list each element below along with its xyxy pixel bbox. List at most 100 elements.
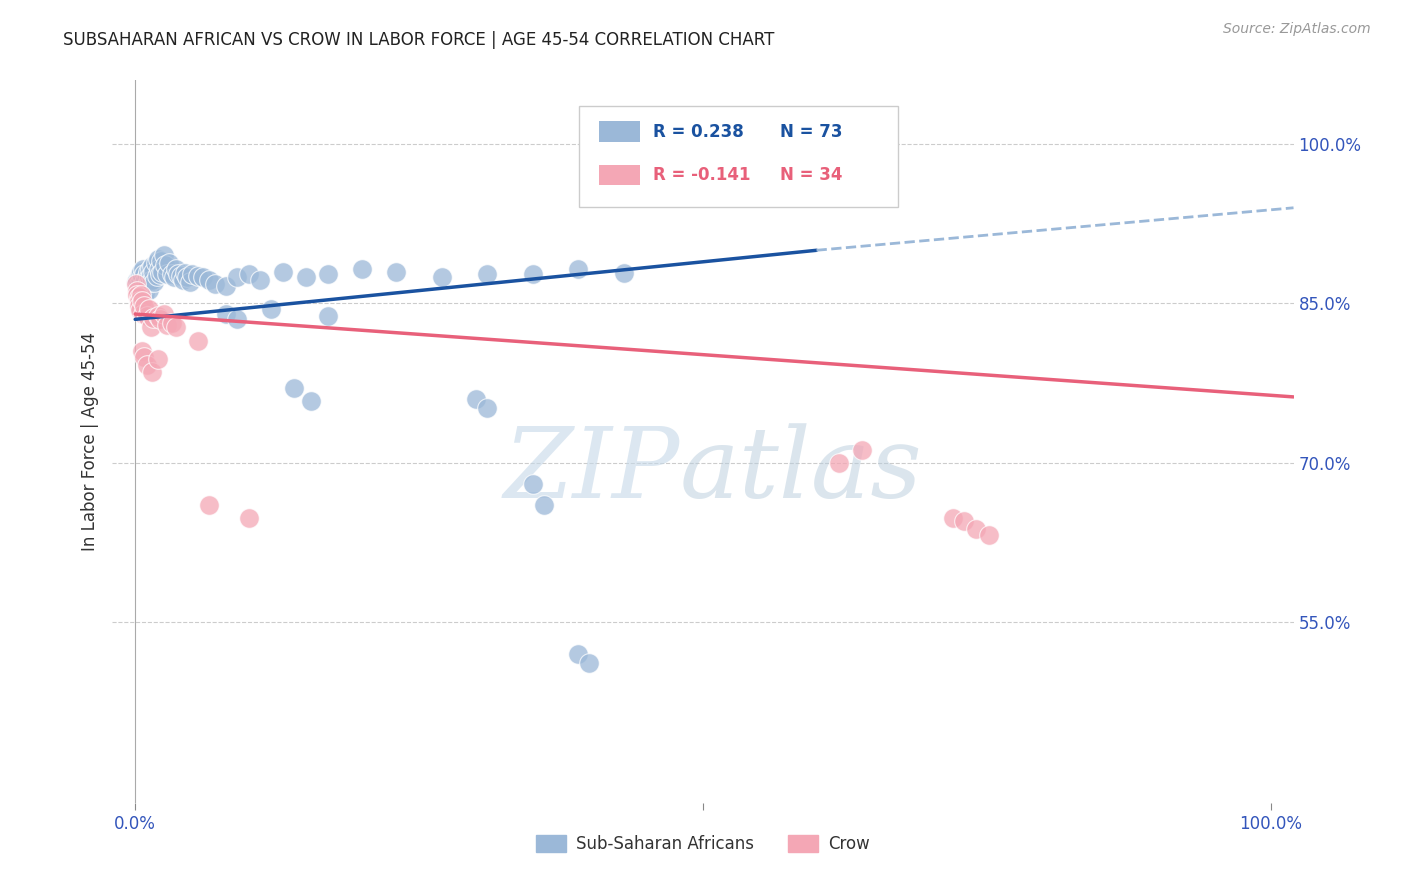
Point (430, 269, 453, 284)
Point (238, 267, 260, 281)
Point (152, 247, 174, 261)
Point (352, 262, 374, 277)
Point (157, 256, 180, 270)
Point (128, 267, 150, 281)
Point (139, 262, 162, 277)
Point (238, 511, 260, 525)
Point (148, 262, 170, 277)
Point (249, 273, 271, 287)
Point (156, 318, 179, 332)
Text: N = 73: N = 73 (780, 122, 842, 141)
Point (125, 275, 148, 289)
Point (135, 358, 157, 372)
Point (165, 319, 187, 334)
Point (181, 267, 204, 281)
Point (149, 312, 172, 326)
Point (193, 269, 215, 284)
Point (131, 281, 153, 295)
Point (146, 252, 169, 266)
Point (187, 268, 209, 283)
Point (150, 254, 173, 268)
Point (174, 266, 197, 280)
Point (136, 264, 159, 278)
Point (139, 275, 162, 289)
Point (128, 269, 150, 284)
Point (127, 288, 149, 302)
Y-axis label: In Labor Force | Age 45-54: In Labor Force | Age 45-54 (80, 332, 98, 551)
Point (215, 307, 238, 321)
Point (134, 273, 156, 287)
Point (464, 392, 486, 406)
Point (128, 290, 150, 304)
Point (260, 301, 283, 316)
Point (567, 647, 589, 661)
Text: N = 34: N = 34 (780, 166, 842, 184)
Point (134, 350, 156, 364)
Point (163, 269, 186, 284)
Bar (599, 165, 640, 185)
Point (134, 299, 156, 313)
Point (132, 262, 155, 277)
Point (965, 522, 987, 536)
Point (139, 319, 162, 334)
Point (385, 264, 408, 278)
Point (187, 334, 209, 348)
Point (127, 284, 149, 298)
Point (828, 456, 851, 470)
Point (283, 381, 305, 395)
Point (129, 264, 152, 278)
Point (142, 264, 165, 278)
Point (152, 264, 174, 278)
Point (145, 256, 167, 270)
Text: atlas: atlas (679, 423, 922, 518)
Point (522, 267, 544, 281)
Point (198, 498, 221, 512)
Point (167, 267, 190, 281)
Point (135, 309, 157, 323)
Point (128, 299, 150, 313)
Point (138, 269, 160, 284)
Point (578, 656, 600, 670)
Point (299, 394, 322, 409)
Point (131, 344, 153, 359)
Point (294, 269, 316, 284)
Point (522, 477, 544, 491)
Point (128, 294, 150, 309)
Text: ZIP: ZIP (503, 423, 679, 518)
Point (477, 267, 499, 281)
Point (477, 401, 499, 415)
Point (165, 262, 187, 277)
Point (153, 258, 176, 272)
Point (128, 302, 150, 317)
Point (128, 277, 150, 292)
Point (139, 268, 162, 282)
Point (132, 277, 155, 292)
Point (138, 301, 160, 316)
Point (215, 279, 238, 293)
Point (156, 267, 179, 281)
Point (152, 307, 174, 321)
Point (953, 514, 976, 528)
Point (135, 268, 157, 283)
Point (135, 278, 157, 293)
Point (316, 267, 339, 281)
Bar (599, 121, 640, 142)
Point (226, 312, 249, 326)
Point (131, 268, 153, 283)
Point (134, 267, 156, 281)
Point (146, 351, 169, 366)
Point (129, 288, 152, 302)
Point (612, 266, 634, 280)
Point (131, 294, 153, 309)
Point (132, 307, 155, 321)
Text: R = -0.141: R = -0.141 (654, 166, 751, 184)
Point (179, 275, 201, 289)
Point (136, 277, 159, 291)
Point (142, 311, 165, 326)
Point (149, 267, 172, 281)
Point (143, 275, 166, 289)
Point (851, 443, 873, 458)
Point (145, 268, 169, 283)
FancyBboxPatch shape (579, 105, 898, 207)
Point (567, 262, 589, 277)
